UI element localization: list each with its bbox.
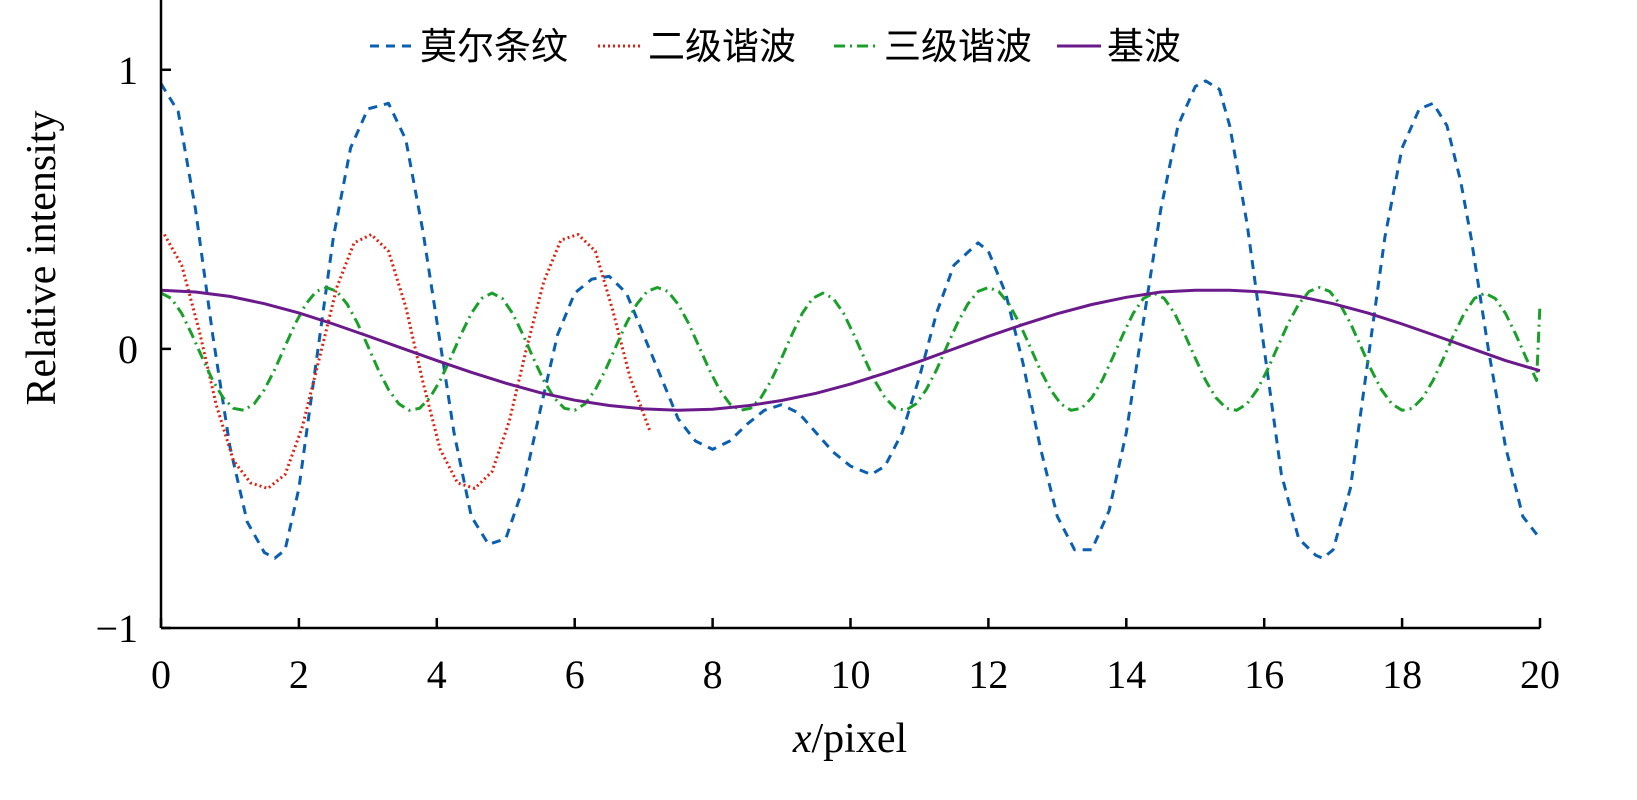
x-tick-label: 4 — [427, 652, 447, 697]
legend-label-4: 基波 — [1107, 25, 1181, 68]
legend: 莫尔条纹 二级谐波 三级谐波 基波 — [370, 25, 1181, 68]
x-tick-label: 8 — [703, 652, 723, 697]
y-tick-label: 1 — [118, 48, 138, 93]
x-tick-label: 16 — [1244, 652, 1284, 697]
x-tick-label: 0 — [151, 652, 171, 697]
legend-label-2: 二级谐波 — [648, 25, 796, 68]
series-layer — [159, 79, 1542, 560]
y-tick-label: −1 — [95, 606, 138, 651]
axes-layer — [159, 0, 1540, 630]
series-line-4 — [160, 288, 1541, 412]
x-axis-title: x/pixel — [792, 716, 907, 762]
ticks-layer: 0 2 4 6 8 10 12 14 16 18 20 −1 0 1 — [95, 48, 1560, 697]
x-tick-label: 20 — [1520, 652, 1560, 697]
series-line-1 — [159, 79, 1542, 560]
x-tick-label: 6 — [565, 652, 585, 697]
x-axis-title-variable: x — [792, 716, 812, 762]
x-tick-label: 18 — [1382, 652, 1422, 697]
legend-label-3: 三级谐波 — [884, 25, 1032, 68]
series-line-2 — [163, 233, 652, 490]
x-tick-label: 12 — [968, 652, 1008, 697]
x-tick-label: 14 — [1106, 652, 1146, 697]
x-axis-title-unit: /pixel — [812, 716, 908, 762]
series-line-3 — [160, 286, 1542, 412]
y-axis-title: Relative intensity — [19, 110, 65, 405]
y-tick-label: 0 — [118, 327, 138, 372]
x-tick-label: 10 — [831, 652, 871, 697]
x-tick-label: 2 — [289, 652, 309, 697]
legend-label-1: 莫尔条纹 — [420, 25, 568, 68]
